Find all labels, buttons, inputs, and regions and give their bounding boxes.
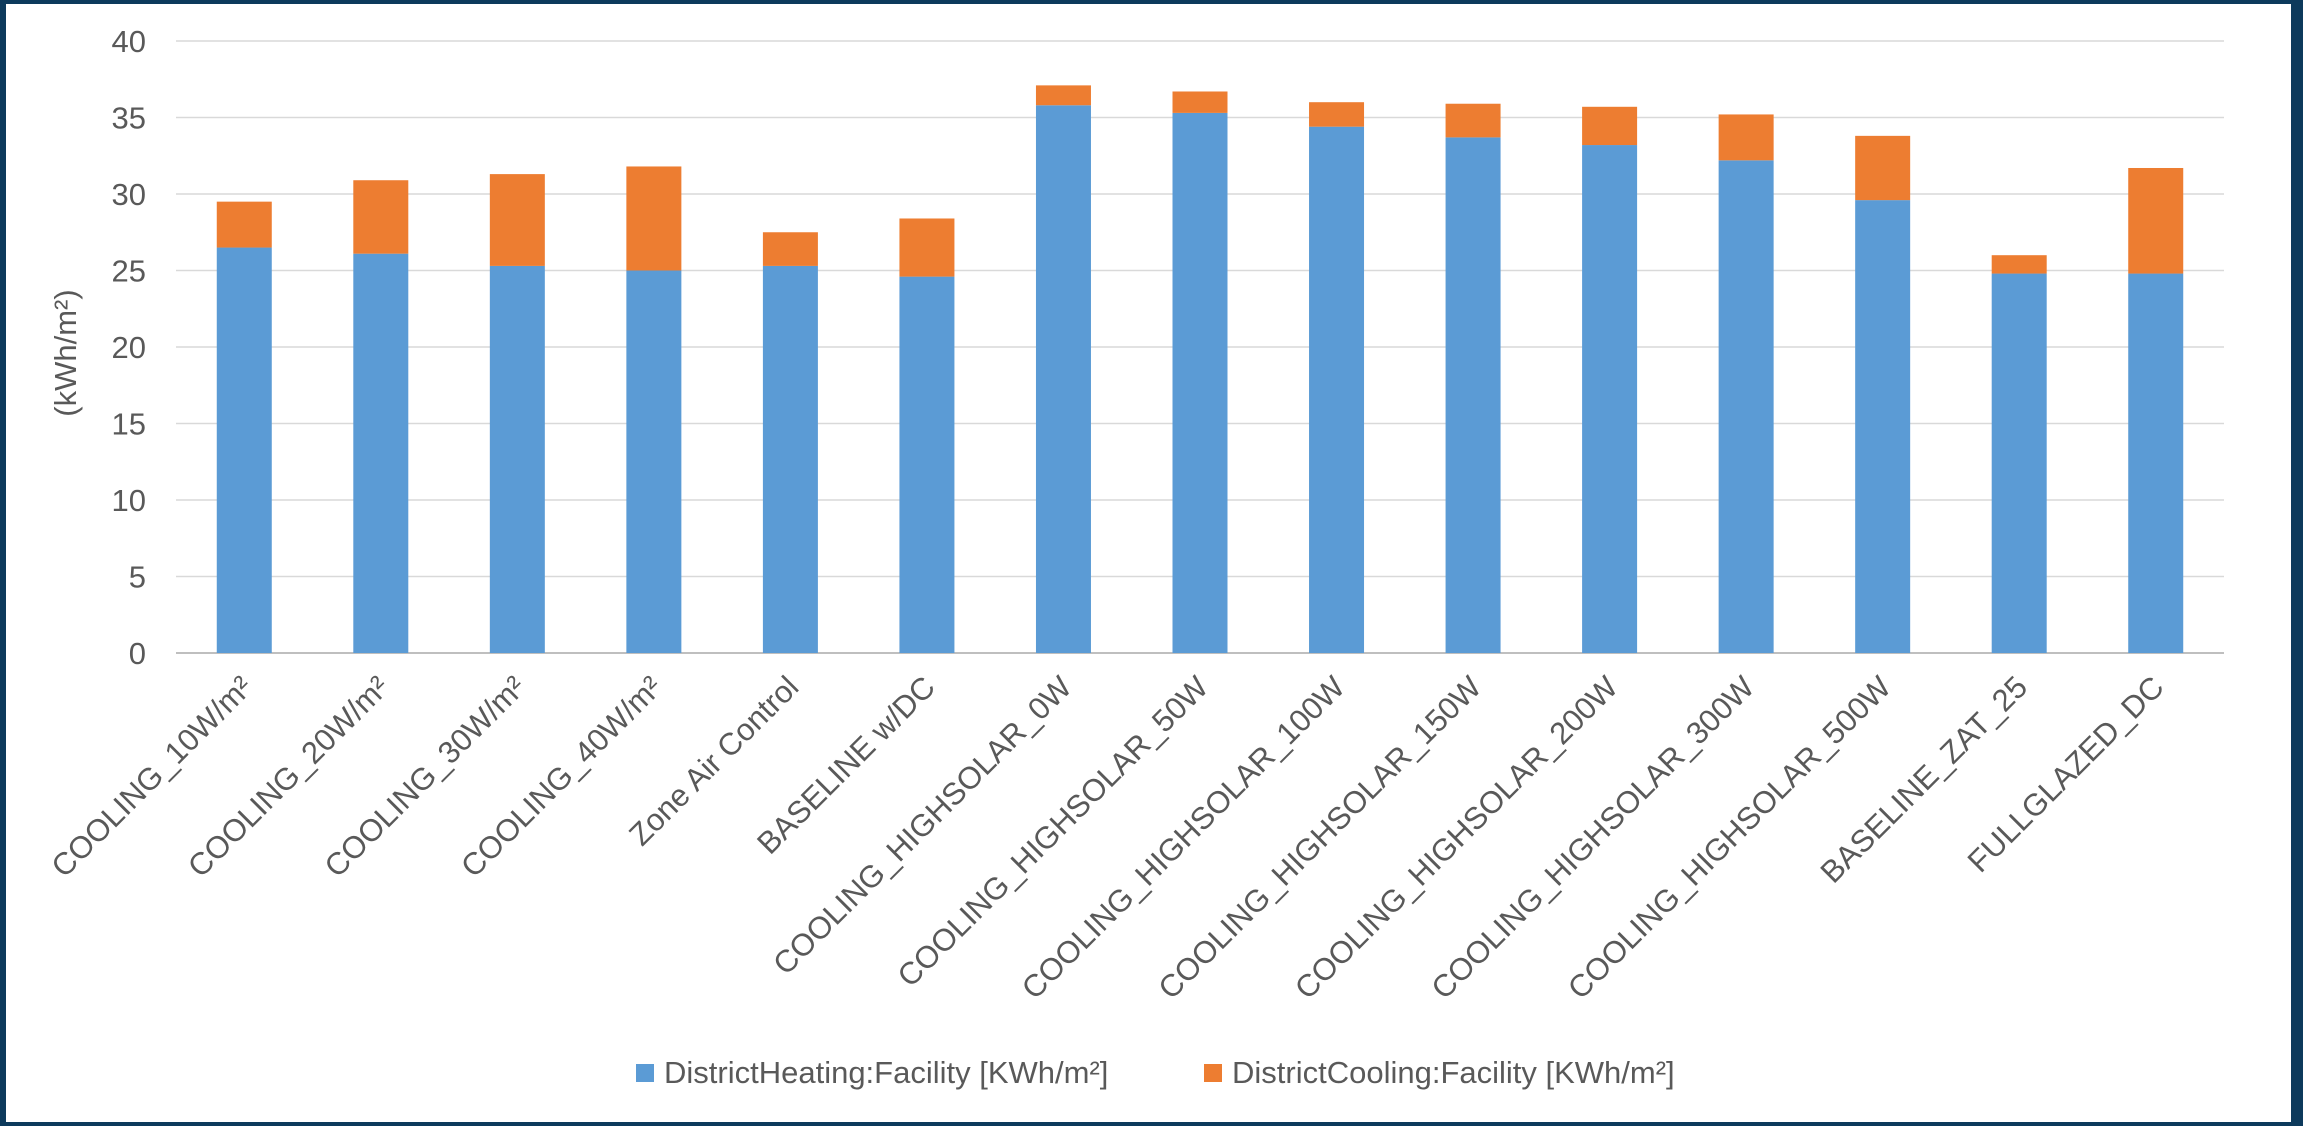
y-tick-label: 35: [112, 101, 146, 136]
bars: [216, 85, 2184, 654]
y-tick-label: 30: [112, 177, 146, 212]
bar-heating: [899, 276, 955, 653]
bar-heating: [353, 253, 409, 654]
bar-heating: [1035, 105, 1091, 653]
bar-cooling: [626, 166, 682, 271]
bar-cooling: [1309, 102, 1365, 127]
bar-cooling: [1445, 103, 1501, 138]
chart-frame: 0 5 10 15 20 25 30 35 40 COOLING_10W/m² COOLING_2…: [6, 4, 2291, 1122]
bar-heating: [1855, 200, 1911, 653]
y-tick-label: 5: [129, 560, 146, 595]
bar-heating: [1172, 112, 1228, 653]
y-axis-ticks: 0 5 10 15 20 25 30 35 40: [112, 24, 146, 671]
bar-heating: [1718, 160, 1774, 653]
bar-heating: [1445, 137, 1501, 653]
y-axis-title: (kWh/m²): [48, 289, 83, 416]
bar-heating: [216, 247, 272, 654]
legend-swatch-cooling: [1204, 1064, 1222, 1082]
bar-cooling: [1991, 255, 2047, 274]
bar-heating: [489, 265, 545, 653]
bar-cooling: [1035, 85, 1091, 106]
legend-swatch-heating: [636, 1064, 654, 1082]
bar-heating: [1991, 273, 2047, 653]
bar-cooling: [2128, 167, 2184, 274]
bar-cooling: [762, 232, 818, 266]
legend: DistrictHeating:Facility [KWh/m²] Distric…: [636, 1055, 1675, 1090]
y-tick-label: 25: [112, 254, 146, 289]
bar-cooling: [1582, 106, 1638, 146]
bar-heating: [1582, 145, 1638, 654]
bar-cooling: [1172, 91, 1228, 113]
bar-heating: [1309, 126, 1365, 654]
bar-cooling: [1855, 135, 1911, 201]
stacked-bar-chart: 0 5 10 15 20 25 30 35 40 COOLING_10W/m²COOLING_2…: [44, 24, 2224, 1090]
y-tick-label: 15: [112, 407, 146, 442]
x-axis-ticks: COOLING_10W/m²COOLING_20W/m²COOLING_30W/…: [44, 669, 2170, 1006]
legend-label-cooling: DistrictCooling:Facility [KWh/m²]: [1232, 1055, 1675, 1090]
bar-heating: [2128, 273, 2184, 653]
bar-cooling: [216, 201, 272, 248]
bar-cooling: [489, 174, 545, 266]
bar-cooling: [899, 218, 955, 277]
y-tick-label: 0: [129, 636, 146, 671]
legend-label-heating: DistrictHeating:Facility [KWh/m²]: [664, 1055, 1108, 1090]
y-tick-label: 40: [112, 24, 146, 59]
bar-heating: [762, 265, 818, 653]
bar-cooling: [353, 180, 409, 254]
bar-cooling: [1718, 114, 1774, 161]
y-tick-label: 20: [112, 330, 146, 365]
bar-heating: [626, 270, 682, 653]
x-tick-label: COOLING_HIGHSOLAR_0W: [766, 669, 1079, 982]
y-tick-label: 10: [112, 483, 146, 518]
